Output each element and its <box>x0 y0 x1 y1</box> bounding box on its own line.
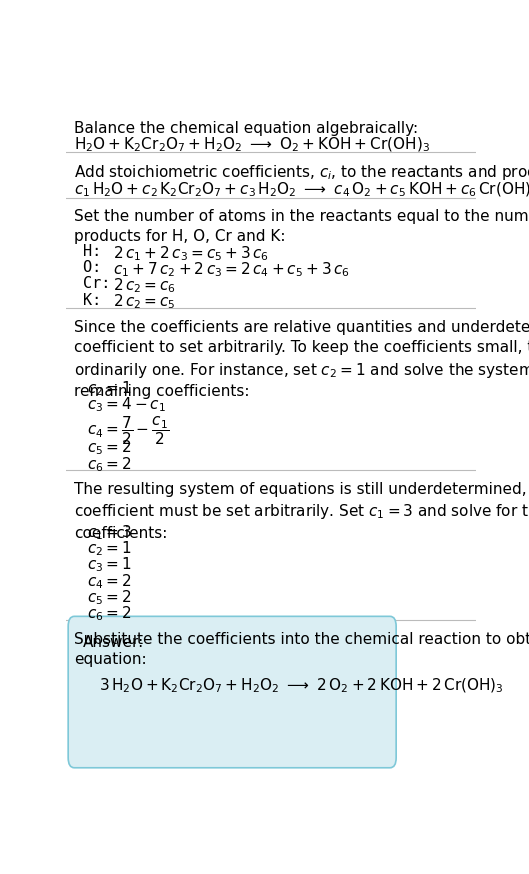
Text: $3\,\mathrm{H_2O} + \mathrm{K_2Cr_2O_7} + \mathrm{H_2O_2} \ \longrightarrow \ 2\: $3\,\mathrm{H_2O} + \mathrm{K_2Cr_2O_7} … <box>99 676 504 696</box>
Text: Answer:: Answer: <box>83 635 144 649</box>
Text: K:: K: <box>83 293 110 308</box>
Text: $c_5 = 2$: $c_5 = 2$ <box>87 439 131 457</box>
Text: O:: O: <box>83 260 110 275</box>
Text: $c_4 = \dfrac{7}{2} - \dfrac{c_1}{2}$: $c_4 = \dfrac{7}{2} - \dfrac{c_1}{2}$ <box>87 414 169 447</box>
Text: Add stoichiometric coefficients, $c_i$, to the reactants and products:: Add stoichiometric coefficients, $c_i$, … <box>74 163 529 183</box>
Text: $c_6 = 2$: $c_6 = 2$ <box>87 454 131 474</box>
Text: $c_5 = 2$: $c_5 = 2$ <box>87 588 131 607</box>
FancyBboxPatch shape <box>68 616 396 767</box>
Text: $c_4 = 2$: $c_4 = 2$ <box>87 572 131 591</box>
Text: $\mathrm{H_2O + K_2Cr_2O_7 + H_2O_2 \ \longrightarrow \ O_2 + KOH + Cr(OH)_3}$: $\mathrm{H_2O + K_2Cr_2O_7 + H_2O_2 \ \l… <box>74 135 431 154</box>
Text: The resulting system of equations is still underdetermined, so an additional
coe: The resulting system of equations is sti… <box>74 482 529 541</box>
Text: Balance the chemical equation algebraically:: Balance the chemical equation algebraica… <box>74 121 418 136</box>
Text: $c_2 = 1$: $c_2 = 1$ <box>87 379 131 399</box>
Text: $2\,c_1 + 2\,c_3 = c_5 + 3\,c_6$: $2\,c_1 + 2\,c_3 = c_5 + 3\,c_6$ <box>113 244 269 263</box>
Text: $c_1 = 3$: $c_1 = 3$ <box>87 524 132 542</box>
Text: Since the coefficients are relative quantities and underdetermined, choose a
coe: Since the coefficients are relative quan… <box>74 320 529 399</box>
Text: Set the number of atoms in the reactants equal to the number of atoms in the
pro: Set the number of atoms in the reactants… <box>74 209 529 244</box>
Text: $c_2 = 1$: $c_2 = 1$ <box>87 539 131 558</box>
Text: Cr:: Cr: <box>83 276 110 292</box>
Text: $c_3 = 4 - c_1$: $c_3 = 4 - c_1$ <box>87 396 166 414</box>
Text: $c_1\,\mathrm{H_2O} + c_2\,\mathrm{K_2Cr_2O_7} + c_3\,\mathrm{H_2O_2} \ \longrig: $c_1\,\mathrm{H_2O} + c_2\,\mathrm{K_2Cr… <box>74 180 529 198</box>
Text: $c_1 + 7\,c_2 + 2\,c_3 = 2\,c_4 + c_5 + 3\,c_6$: $c_1 + 7\,c_2 + 2\,c_3 = 2\,c_4 + c_5 + … <box>113 260 350 279</box>
Text: $2\,c_2 = c_5$: $2\,c_2 = c_5$ <box>113 293 176 311</box>
Text: H:: H: <box>83 244 110 260</box>
Text: $c_6 = 2$: $c_6 = 2$ <box>87 604 131 623</box>
Text: $c_3 = 1$: $c_3 = 1$ <box>87 556 131 574</box>
Text: $2\,c_2 = c_6$: $2\,c_2 = c_6$ <box>113 276 176 295</box>
Text: Substitute the coefficients into the chemical reaction to obtain the balanced
eq: Substitute the coefficients into the che… <box>74 632 529 667</box>
